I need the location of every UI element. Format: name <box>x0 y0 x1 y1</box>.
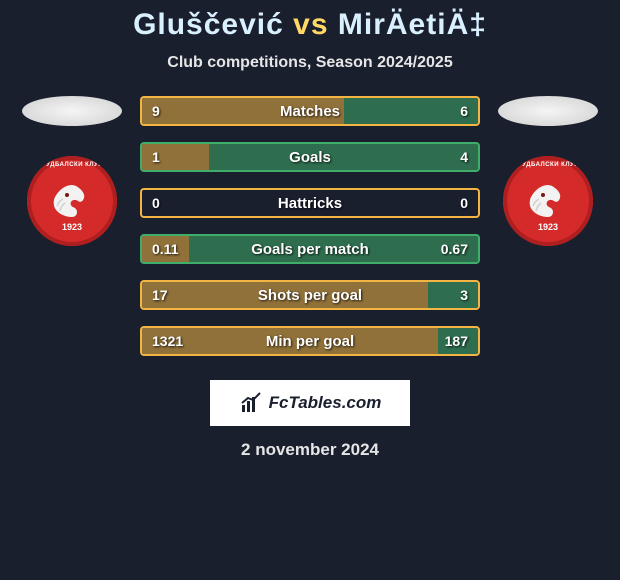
club-year: 1923 <box>62 222 82 232</box>
vs-label: vs <box>293 8 328 41</box>
stat-row: 1321187Min per goal <box>140 326 480 356</box>
stat-label: Matches <box>142 103 478 120</box>
stat-row: 14Goals <box>140 142 480 172</box>
infographic-root: Gluščević vs MirÄetiÄ‡ Club competitions… <box>0 0 620 460</box>
stat-label: Min per goal <box>142 333 478 350</box>
eagle-icon <box>45 181 99 221</box>
player-a-name: Gluščević <box>133 8 284 41</box>
club-year: 1923 <box>538 222 558 232</box>
stat-row: 173Shots per goal <box>140 280 480 310</box>
stat-label: Hattricks <box>142 195 478 212</box>
stat-label: Goals <box>142 149 478 166</box>
footer-date: 2 november 2024 <box>0 440 620 460</box>
fctables-logo-icon <box>239 391 263 415</box>
stat-row: 00Hattricks <box>140 188 480 218</box>
stat-row: 0.110.67Goals per match <box>140 234 480 264</box>
stat-row: 96Matches <box>140 96 480 126</box>
eagle-icon <box>521 181 575 221</box>
player-b-name: MirÄetiÄ‡ <box>338 8 487 41</box>
brand-text: FcTables.com <box>269 393 382 413</box>
player-a-avatar-placeholder <box>22 96 122 126</box>
stat-label: Shots per goal <box>142 287 478 304</box>
club-arc-text: ФУДБАЛСКИ КЛУБ <box>27 162 117 168</box>
stat-label: Goals per match <box>142 241 478 258</box>
player-a-column: ФУДБАЛСКИ КЛУБ 1923 <box>22 96 122 246</box>
stats-panel: 96Matches 14Goals 00Hattricks 0.110.67Goals… <box>140 96 480 372</box>
brand-box[interactable]: FcTables.com <box>210 380 410 426</box>
player-b-column: ФУДБАЛСКИ КЛУБ 1923 <box>498 96 598 246</box>
player-a-club-badge: ФУДБАЛСКИ КЛУБ 1923 <box>27 156 117 246</box>
club-arc-text: ФУДБАЛСКИ КЛУБ <box>503 162 593 168</box>
season-subtitle: Club competitions, Season 2024/2025 <box>0 54 620 72</box>
player-b-club-badge: ФУДБАЛСКИ КЛУБ 1923 <box>503 156 593 246</box>
main-row: ФУДБАЛСКИ КЛУБ 1923 96Matches 14Goals 00Ha… <box>0 96 620 372</box>
player-b-avatar-placeholder <box>498 96 598 126</box>
comparison-title: Gluščević vs MirÄetiÄ‡ <box>0 8 620 42</box>
